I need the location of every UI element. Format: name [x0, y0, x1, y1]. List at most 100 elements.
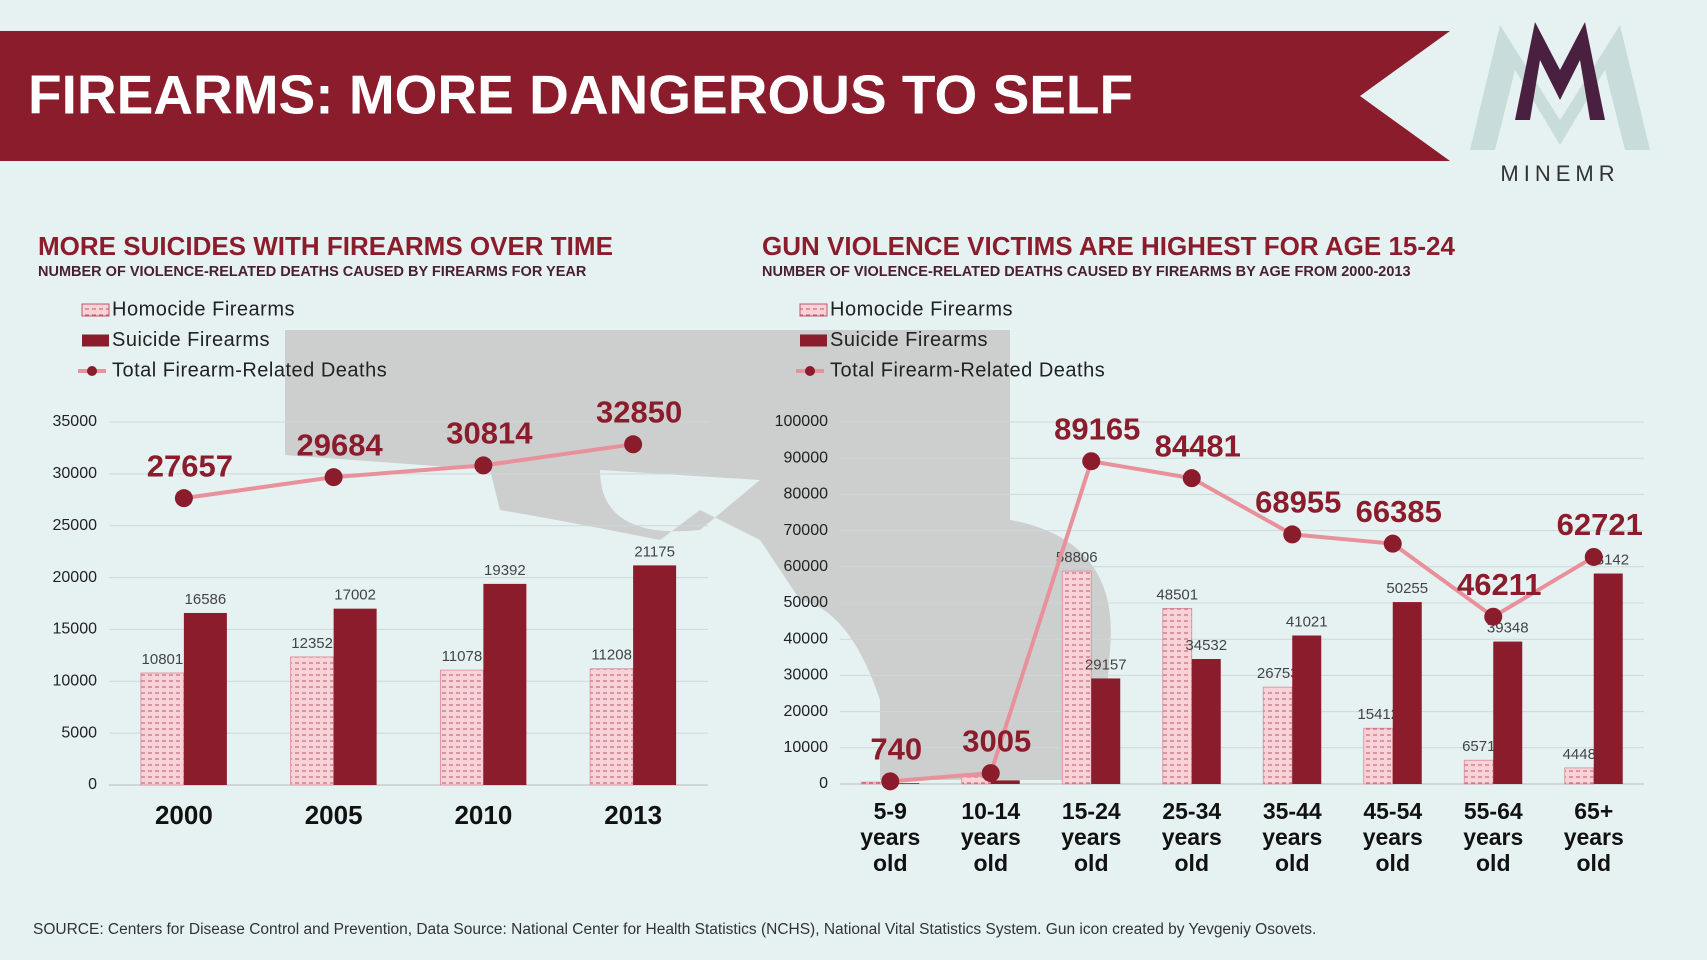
- bar: [890, 783, 920, 784]
- total-marker: [474, 456, 493, 475]
- total-marker: [1182, 469, 1201, 488]
- total-label: 84481: [1155, 428, 1241, 463]
- bar: [589, 668, 634, 786]
- bar: [1091, 678, 1121, 784]
- total-label: 89165: [1054, 411, 1140, 446]
- legend-label: Suicide Firearms: [830, 329, 988, 351]
- total-marker: [624, 435, 643, 454]
- legend-label: Suicide Firearms: [112, 329, 270, 351]
- bar-label: 6571: [1462, 738, 1495, 755]
- x-tick-label: 10-14 years old: [960, 798, 1021, 876]
- bar-label: 41021: [1286, 613, 1328, 630]
- total-marker: [1584, 547, 1603, 566]
- logo-mark: [1515, 22, 1605, 120]
- bar: [1564, 767, 1595, 785]
- bar-label: 50255: [1386, 580, 1428, 597]
- total-label: 66385: [1356, 494, 1442, 529]
- legend-swatch: [82, 334, 109, 347]
- bar-label: 4448: [1563, 746, 1596, 763]
- y-tick-label: 20000: [53, 569, 98, 586]
- legend-label: Total Firearm-Related Deaths: [830, 359, 1105, 381]
- bar: [1493, 641, 1523, 784]
- legend-label: Homocide Firearms: [830, 298, 1013, 320]
- x-tick-label: 45-54 years old: [1362, 798, 1423, 876]
- total-marker: [881, 772, 900, 791]
- x-tick-label: 5-9 years old: [860, 798, 921, 876]
- x-tick-label: 35-44 years old: [1262, 798, 1323, 876]
- bar: [1363, 727, 1394, 785]
- bar-label: 12352: [291, 635, 333, 652]
- y-tick-label: 80000: [784, 486, 829, 503]
- bar-label: 15412: [1357, 706, 1399, 723]
- total-marker: [324, 468, 343, 487]
- y-tick-label: 100000: [775, 413, 828, 430]
- chart-title: GUN VIOLENCE VICTIMS ARE HIGHEST FOR AGE…: [762, 231, 1455, 261]
- total-line: [183, 442, 634, 501]
- total-label: 62721: [1557, 507, 1643, 542]
- bar: [633, 565, 677, 785]
- chart-subtitle: NUMBER OF VIOLENCE-RELATED DEATHS CAUSED…: [38, 264, 587, 280]
- total-marker: [1283, 525, 1302, 544]
- x-tick-label: 65+ years old: [1563, 798, 1624, 876]
- y-tick-label: 60000: [784, 558, 829, 575]
- y-tick-label: 15000: [53, 621, 98, 638]
- y-tick-label: 10000: [784, 739, 829, 756]
- total-label: 46211: [1457, 567, 1542, 602]
- total-label: 32850: [596, 394, 682, 429]
- bar-label: 17002: [334, 587, 376, 604]
- x-tick-label: 25-34 years old: [1161, 798, 1222, 876]
- total-marker: [1484, 607, 1503, 626]
- bar: [1162, 608, 1193, 785]
- chart-title: MORE SUICIDES WITH FIREARMS OVER TIME: [38, 231, 613, 261]
- y-tick-label: 25000: [53, 517, 98, 534]
- bar-label: 11208: [591, 647, 632, 664]
- bar-label: 58806: [1056, 549, 1098, 566]
- total-label: 30814: [446, 416, 533, 451]
- bar-label: 10801: [142, 651, 184, 668]
- bar-label: 16586: [185, 591, 227, 608]
- bar-label: 34532: [1185, 637, 1227, 654]
- y-tick-label: 40000: [784, 630, 829, 647]
- legend-swatch: [799, 303, 828, 317]
- legend-marker: [805, 366, 815, 376]
- legend-label: Total Firearm-Related Deaths: [112, 359, 387, 381]
- bar: [183, 612, 227, 785]
- bar-label: 29157: [1085, 656, 1127, 673]
- bar: [1463, 759, 1494, 785]
- bar-label: 26753: [1257, 665, 1299, 682]
- total-line: [890, 458, 1595, 784]
- bar: [1191, 658, 1221, 784]
- gun-icon: [285, 330, 1111, 780]
- y-tick-label: 10000: [53, 673, 98, 690]
- x-tick-label: 2010: [454, 800, 512, 830]
- total-label: 3005: [962, 723, 1031, 758]
- bar: [1593, 573, 1623, 784]
- bar: [290, 656, 335, 786]
- chart-subtitle: NUMBER OF VIOLENCE-RELATED DEATHS CAUSED…: [762, 264, 1411, 280]
- y-tick-label: 5000: [61, 724, 97, 741]
- total-label: 740: [870, 732, 922, 767]
- total-marker: [1383, 534, 1402, 553]
- total-marker: [174, 489, 193, 508]
- total-marker: [1082, 452, 1101, 471]
- bar: [1262, 686, 1293, 785]
- bar-label: 21175: [634, 543, 675, 560]
- y-tick-label: 50000: [784, 594, 829, 611]
- bar: [333, 608, 377, 785]
- bar: [990, 780, 1020, 784]
- total-label: 27657: [147, 448, 233, 483]
- y-tick-label: 20000: [784, 703, 829, 720]
- legend-label: Homocide Firearms: [112, 298, 295, 320]
- bar-label: 19392: [484, 562, 526, 579]
- total-label: 29684: [297, 427, 384, 462]
- bar: [1061, 570, 1092, 785]
- total-label: 68955: [1255, 485, 1341, 520]
- bar: [140, 672, 185, 786]
- y-tick-label: 90000: [784, 449, 829, 466]
- legend-swatch: [800, 334, 827, 347]
- y-tick-label: 30000: [784, 667, 829, 684]
- bar-label: 11078: [442, 648, 483, 665]
- bar: [483, 583, 527, 785]
